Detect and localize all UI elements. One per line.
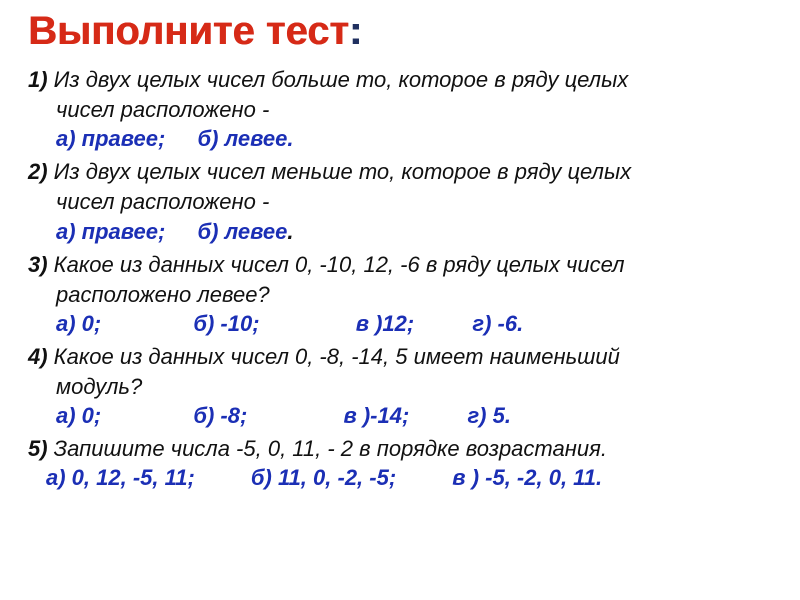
q2-num: 2) [28,159,48,184]
q1-opt-a: а) правее; [56,126,165,152]
q3-options: а) 0; б) -10; в )12; г) -6. [28,311,772,337]
q5-text-a: Запишите числа -5, 0, 11, - 2 в порядке … [48,436,607,461]
q4-opt-b: б) -8; [193,403,247,429]
q3-opt-a: а) 0; [56,311,101,337]
title-colon: : [349,9,362,53]
q4-line2: модуль? [28,373,772,401]
q3-line1: 3) Какое из данных чисел 0, -10, 12, -6 … [28,251,772,279]
q2-opt-dot: . [287,219,293,244]
q5-line1: 5) Запишите числа -5, 0, 11, - 2 в поряд… [28,435,772,463]
title-word: Выполните тест [28,9,349,53]
q3-opt-c: в )12; [356,311,415,337]
slide: Выполните тест: 1) Из двух целых чисел б… [0,0,800,600]
q2-options: а) правее; б) левее. [28,219,772,245]
slide-title: Выполните тест: [28,10,772,52]
q1-num: 1) [28,67,48,92]
q2-line2: чисел расположено - [28,188,772,216]
q2-line1: 2) Из двух целых чисел меньше то, которо… [28,158,772,186]
q2-text-a: Из двух целых чисел меньше то, которое в… [48,159,632,184]
q1-line1: 1) Из двух целых чисел больше то, которо… [28,66,772,94]
q4-line1: 4) Какое из данных чисел 0, -8, -14, 5 и… [28,343,772,371]
q4-opt-a: а) 0; [56,403,101,429]
q3-line2: расположено левее? [28,281,772,309]
q3-opt-b: б) -10; [193,311,259,337]
q3-text-a: Какое из данных чисел 0, -10, 12, -6 в р… [48,252,625,277]
q4-num: 4) [28,344,48,369]
q1-opt-b: б) левее. [197,126,293,152]
q3-num: 3) [28,252,48,277]
q2-opt-a: а) правее; [56,219,165,245]
q4-opt-c: в )-14; [343,403,409,429]
q5-opt-b: б) 11, 0, -2, -5; [251,465,396,491]
q4-opt-d: г) 5. [467,403,511,429]
q1-line2: чисел расположено - [28,96,772,124]
q5-options: а) 0, 12, -5, 11; б) 11, 0, -2, -5; в ) … [28,465,772,491]
q4-options: а) 0; б) -8; в )-14; г) 5. [28,403,772,429]
q5-opt-c: в ) -5, -2, 0, 11. [452,465,602,491]
q5-num: 5) [28,436,48,461]
q2-opt-b: б) левее [197,219,287,245]
q4-text-a: Какое из данных чисел 0, -8, -14, 5 имее… [48,344,620,369]
q5-opt-a: а) 0, 12, -5, 11; [46,465,195,491]
q1-text-a: Из двух целых чисел больше то, которое в… [48,67,629,92]
q3-opt-d: г) -6. [472,311,523,337]
q1-options: а) правее; б) левее. [28,126,772,152]
